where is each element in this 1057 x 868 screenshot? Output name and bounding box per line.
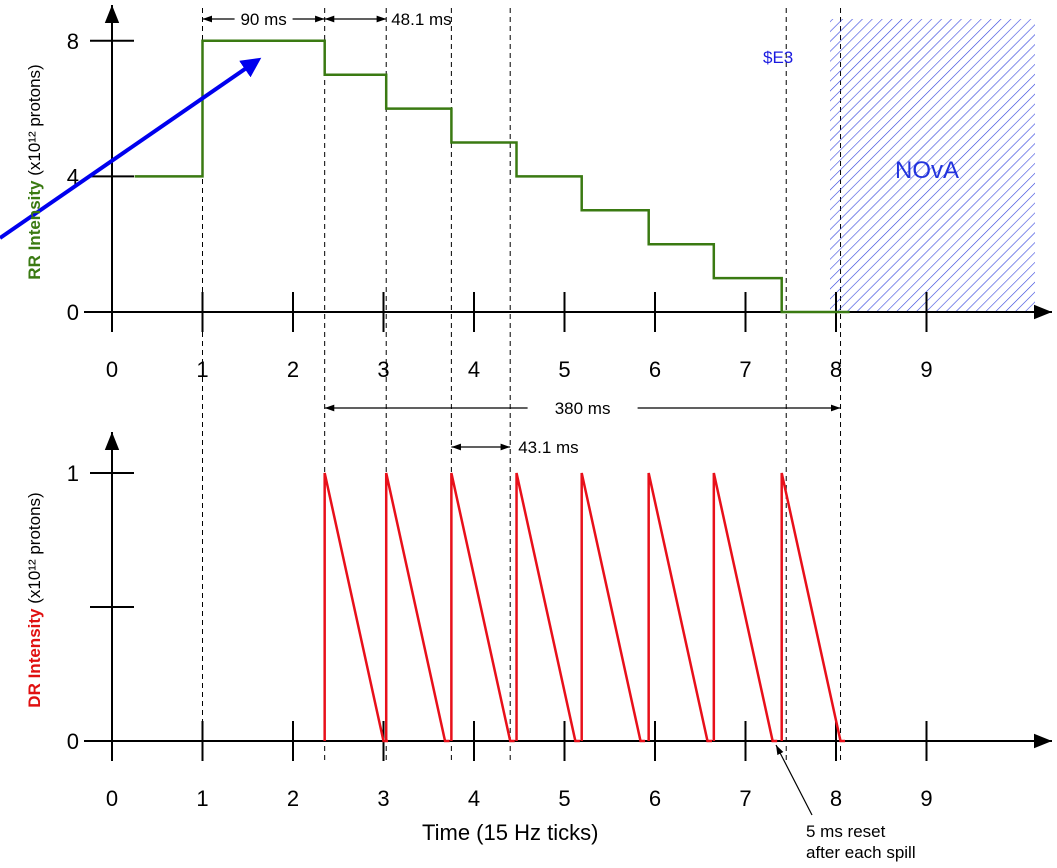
dr-xtick-label-1: 1 [196,786,208,811]
dr-ytick-label-2: 1 [67,461,79,486]
rr-ytick-label-1: 4 [67,164,79,189]
rr-axes [84,5,1052,324]
dr-dimension-arrows: 380 ms 43.1 ms [324,399,841,457]
dim-380ms-label: 380 ms [555,399,611,418]
nova-hatched-region [830,19,1035,312]
x-axis-title: Time (15 Hz ticks) [422,820,598,845]
rr-ticks: 0 1 2 3 4 5 6 7 8 9 0 4 8 [67,29,933,382]
dr-xtick-label-6: 6 [649,786,661,811]
rr-xtick-label-2: 2 [287,357,299,382]
dr-y-axis-title-bold: DR Intensity [25,608,44,708]
reset-annotation-line2: after each spill [806,843,916,862]
dr-ytick-label-0: 0 [67,729,79,754]
dim-48ms-label: 48.1 ms [391,10,451,29]
rr-xtick-label-3: 3 [377,357,389,382]
rr-intensity-panel: NOvA $E3 0 1 2 3 4 5 6 7 8 9 0 4 8 90 ms 48.1 ms RR I… [0,5,1052,382]
spill-5 [580,472,646,743]
dr-intensity-panel: 0 1 2 3 4 5 6 7 8 9 0 1 380 ms 43.1 ms Time (15 Hz t… [25,399,1052,862]
rr-ytick-label-0: 0 [67,300,79,325]
rr-step-line [134,39,850,314]
dr-xtick-label-4: 4 [468,786,480,811]
dr-axes [84,432,1052,753]
spill-7 [712,472,778,743]
dr-xtick-label-9: 9 [920,786,932,811]
rr-y-axis-title: RR Intensity (x10¹² protons) [25,64,44,279]
rr-xtick-label-6: 6 [649,357,661,382]
blue-pointer-arrow [0,57,262,240]
rr-xtick-label-1: 1 [196,357,208,382]
nova-label: NOvA [895,157,959,184]
spill-6 [647,472,713,743]
vertical-guides [202,8,842,760]
spill-1 [323,472,389,743]
rr-xtick-label-5: 5 [558,357,570,382]
rr-ytick-label-2: 8 [67,29,79,54]
dr-xtick-label-7: 7 [739,786,751,811]
rr-dimension-arrows: 90 ms 48.1 ms [202,10,452,29]
spill-2 [384,472,450,743]
dr-y-axis-title-units: (x10¹² protons) [25,492,44,608]
dr-y-axis-title: DR Intensity (x10¹² protons) [25,492,44,707]
dim-43ms-label: 43.1 ms [518,438,578,457]
spill-4 [515,472,580,743]
e3-marker-label: $E3 [763,48,793,67]
reset-annotation-line1: 5 ms reset [806,822,886,841]
rr-xtick-label-0: 0 [106,357,118,382]
dr-xtick-label-3: 3 [377,786,389,811]
spill-8 [780,472,846,743]
reset-annotation-leader [775,744,813,816]
dr-xtick-label-5: 5 [558,786,570,811]
spill-3 [450,472,515,743]
dr-ticks: 0 1 2 3 4 5 6 7 8 9 0 1 [67,461,933,811]
rr-y-axis-title-bold: RR Intensity [25,180,44,280]
dr-xtick-label-2: 2 [287,786,299,811]
dim-90ms-label: 90 ms [240,10,286,29]
rr-xtick-label-4: 4 [468,357,480,382]
dr-xtick-label-0: 0 [106,786,118,811]
dr-xtick-label-8: 8 [830,786,842,811]
rr-xtick-label-8: 8 [830,357,842,382]
rr-y-axis-title-units: (x10¹² protons) [25,64,44,180]
rr-xtick-label-7: 7 [739,357,751,382]
dr-spill-sawtooth [323,472,846,743]
rr-xtick-label-9: 9 [920,357,932,382]
